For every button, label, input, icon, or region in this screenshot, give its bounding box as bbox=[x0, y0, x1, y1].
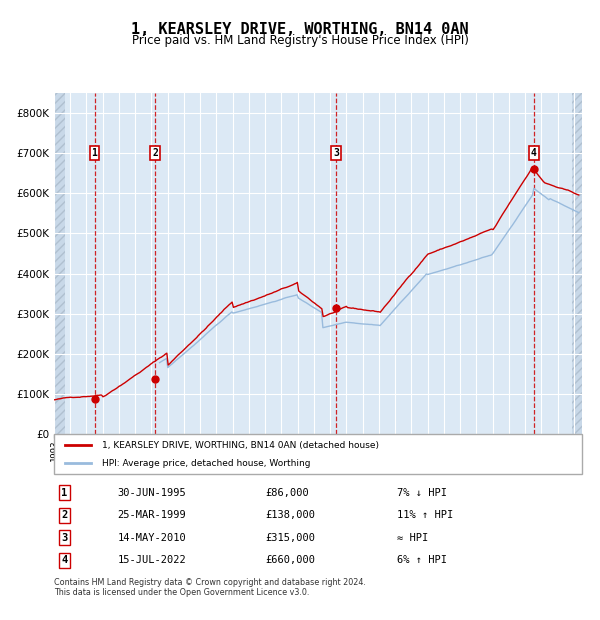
Text: 2: 2 bbox=[152, 148, 158, 158]
Text: HPI: Average price, detached house, Worthing: HPI: Average price, detached house, Wort… bbox=[101, 459, 310, 467]
Text: 30-JUN-1995: 30-JUN-1995 bbox=[118, 488, 186, 498]
Text: 1, KEARSLEY DRIVE, WORTHING, BN14 0AN: 1, KEARSLEY DRIVE, WORTHING, BN14 0AN bbox=[131, 22, 469, 37]
Text: 1: 1 bbox=[61, 488, 68, 498]
Text: £315,000: £315,000 bbox=[265, 533, 315, 542]
Text: 15-JUL-2022: 15-JUL-2022 bbox=[118, 556, 186, 565]
Text: £86,000: £86,000 bbox=[265, 488, 309, 498]
Text: 3: 3 bbox=[61, 533, 68, 542]
Text: £660,000: £660,000 bbox=[265, 556, 315, 565]
Text: 14-MAY-2010: 14-MAY-2010 bbox=[118, 533, 186, 542]
Text: ≈ HPI: ≈ HPI bbox=[397, 533, 428, 542]
Text: Contains HM Land Registry data © Crown copyright and database right 2024.
This d: Contains HM Land Registry data © Crown c… bbox=[54, 578, 366, 597]
Text: 11% ↑ HPI: 11% ↑ HPI bbox=[397, 510, 454, 520]
Bar bbox=[54, 93, 65, 434]
Bar bbox=[572, 93, 582, 434]
Text: 6% ↑ HPI: 6% ↑ HPI bbox=[397, 556, 447, 565]
Text: 2: 2 bbox=[61, 510, 68, 520]
Text: 1: 1 bbox=[92, 148, 97, 158]
Text: 1, KEARSLEY DRIVE, WORTHING, BN14 0AN (detached house): 1, KEARSLEY DRIVE, WORTHING, BN14 0AN (d… bbox=[101, 441, 379, 450]
Text: 25-MAR-1999: 25-MAR-1999 bbox=[118, 510, 186, 520]
Text: 4: 4 bbox=[61, 556, 68, 565]
Text: 3: 3 bbox=[333, 148, 339, 158]
Text: 7% ↓ HPI: 7% ↓ HPI bbox=[397, 488, 447, 498]
Text: £138,000: £138,000 bbox=[265, 510, 315, 520]
Text: Price paid vs. HM Land Registry's House Price Index (HPI): Price paid vs. HM Land Registry's House … bbox=[131, 34, 469, 47]
FancyBboxPatch shape bbox=[54, 434, 582, 474]
Text: 4: 4 bbox=[531, 148, 537, 158]
